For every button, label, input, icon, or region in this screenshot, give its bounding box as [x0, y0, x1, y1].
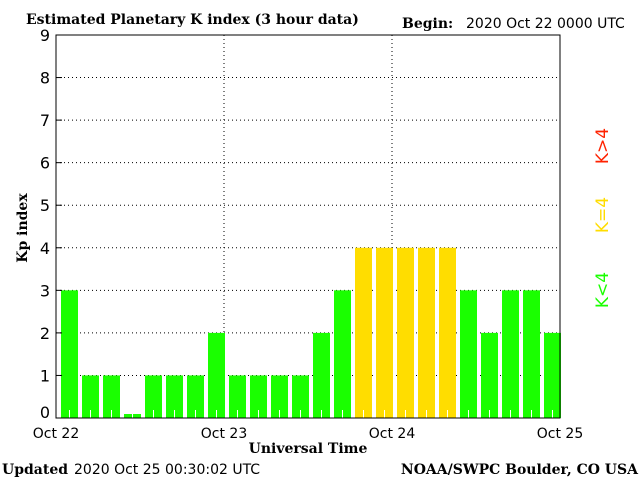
kp-bar [313, 332, 330, 418]
x-tick-label: Oct 23 [201, 426, 247, 442]
kp-bar [334, 290, 351, 418]
kp-bar [166, 375, 183, 418]
kp-bar [145, 375, 162, 418]
kp-bar [376, 247, 393, 418]
y-tick-label: 3 [40, 281, 50, 300]
y-tick-label: 2 [40, 324, 50, 343]
legend-k-equal-4: K=4 [593, 197, 613, 233]
grid [56, 35, 560, 418]
kp-bar [208, 332, 225, 418]
kp-bar [397, 247, 414, 418]
kp-bar [502, 290, 519, 418]
legend-k-below-4: K<4 [593, 272, 613, 308]
kp-bar [82, 375, 99, 418]
x-tick-label: Oct 25 [537, 426, 583, 442]
begin-value: 2020 Oct 22 0000 UTC [466, 16, 625, 32]
y-tick-label: 9 [40, 26, 50, 45]
kp-bar [61, 290, 78, 418]
kp-bar [439, 247, 456, 418]
legend-k-above-4: K>4 [593, 128, 613, 164]
kp-bar [229, 375, 246, 418]
x-ticks: Oct 22 Oct 23 Oct 24 Oct 25 [33, 426, 583, 442]
kp-bar [355, 247, 372, 418]
chart-title: Estimated Planetary K index (3 hour data… [26, 12, 359, 28]
x-tick-label: Oct 24 [369, 426, 416, 442]
y-tick-label: 7 [40, 111, 50, 130]
y-ticks: 0 1 2 3 4 5 6 7 8 9 [40, 26, 62, 422]
begin-label: Begin: [402, 16, 453, 32]
y-tick-label: 1 [40, 366, 50, 385]
kp-bar [418, 247, 435, 418]
bars [61, 247, 561, 418]
kp-bar [523, 290, 540, 418]
source-credit: NOAA/SWPC Boulder, CO USA [401, 462, 639, 478]
kp-bar [271, 375, 288, 418]
updated-label: Updated [2, 462, 68, 478]
plot-frame [55, 34, 561, 419]
y-tick-label: 0 [40, 403, 50, 422]
x-tick-label: Oct 22 [33, 426, 79, 442]
kp-bar [481, 332, 498, 418]
kp-bar [250, 375, 267, 418]
kp-bar [187, 375, 204, 418]
y-tick-label: 6 [40, 154, 50, 173]
kp-bar [292, 375, 309, 418]
updated-value: 2020 Oct 25 00:30:02 UTC [74, 462, 260, 478]
y-axis-label: Kp index [15, 193, 31, 263]
x-axis-label: Universal Time [249, 441, 368, 457]
kp-bar [460, 290, 477, 418]
y-tick-label: 5 [40, 196, 50, 215]
kp-bar [103, 375, 120, 418]
y-tick-label: 4 [40, 239, 50, 258]
y-tick-label: 8 [40, 69, 50, 88]
kp-bar [544, 332, 561, 418]
